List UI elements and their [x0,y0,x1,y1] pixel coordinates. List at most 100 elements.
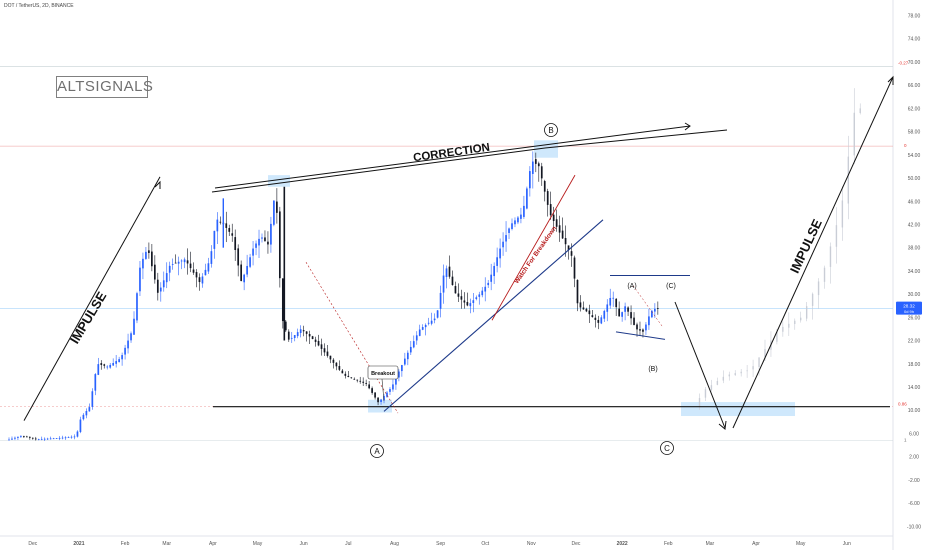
projected-drop-arrowhead [718,420,727,430]
candle [112,362,115,366]
candle [505,235,507,242]
correction-arrowhead [684,122,691,131]
candle [377,397,379,403]
rising-trend-line [383,219,604,412]
price-tick-label: 74.00 [908,37,921,43]
candle [219,221,222,223]
fib-one-label: 1 [904,437,907,442]
projection-candle [788,323,790,328]
candle [356,379,359,381]
candle [600,317,603,324]
candle [97,364,100,375]
candle [344,373,347,376]
candle [20,435,22,437]
projection-candle [758,357,760,367]
candle [472,300,475,304]
zone-box-target [681,402,795,417]
candle [317,340,320,346]
candle [630,312,632,319]
candle [243,274,245,283]
candle [180,260,183,262]
breakout-label: Breakout [371,371,395,377]
candle [415,335,418,341]
candle [511,223,513,229]
candle [398,371,400,378]
projection-candle [776,331,778,342]
candle [302,330,305,332]
projection-candle [847,156,850,204]
candle [424,324,427,328]
candle [478,294,481,297]
candle [540,166,543,179]
time-tick-label: Nov [527,541,536,547]
breakout-callout-box [367,365,399,380]
time-tick-label: Feb [664,541,673,547]
candle [17,436,19,438]
candle [627,307,629,312]
candle [177,261,180,264]
fib-zero-label: 0 [904,143,907,148]
sub-wave-b-label: (B) [648,366,657,373]
candle [531,161,534,174]
price-tick-label: 10.00 [908,408,921,414]
current-price-tag [896,301,922,315]
time-tick-label: Apr [209,541,217,547]
price-tick-label: 78.00 [908,14,921,20]
price-tick-label: 62.00 [908,106,921,112]
projection-candle [764,349,766,358]
candle [183,259,186,263]
candle [442,275,445,293]
candle [136,293,138,321]
candle [439,292,442,309]
candle [225,223,228,228]
candle [264,237,266,241]
candle [201,276,204,284]
candle [14,437,16,439]
candle [567,245,570,251]
zone-box-nov-high [534,140,558,158]
time-tick-label: Dec [572,541,581,547]
candle [267,241,269,245]
price-tick-label: 26.00 [908,315,921,321]
candle [606,304,609,312]
candle [31,437,34,439]
price-tick-label: 14.00 [908,385,921,391]
candle [186,260,189,264]
candle [570,251,573,256]
correction-upper-line [214,125,691,189]
sub-wave-bottom-line [615,331,666,340]
candle [448,266,451,277]
candle [49,438,52,440]
candle [195,272,198,278]
candle [645,324,647,331]
candle [296,332,299,337]
time-tick-label: Jun [300,541,308,547]
candle [460,296,463,300]
projection-candle [710,385,713,390]
time-tick-label: Mar [706,541,715,547]
candle [210,251,213,264]
zone-box-may-high [268,175,290,187]
candle [37,439,40,440]
candle [493,265,495,277]
impulse-left-arrow [23,176,161,421]
candle [576,279,579,304]
candle [231,233,234,236]
candle [588,310,591,315]
projection-candle [728,374,730,377]
impulse-left-arrowhead [154,180,161,189]
time-tick-label: 2022 [617,541,628,547]
projection-candle [746,370,748,372]
candle [91,391,94,407]
candle [555,219,558,227]
candle [293,335,296,338]
candle [106,366,109,368]
candle [88,407,91,412]
candle [514,220,516,225]
candle [156,279,159,293]
candle [427,322,430,324]
wave-c-label: C [664,444,670,453]
time-tick-label: May [253,541,263,547]
price-tick-label: 18.00 [908,362,921,368]
